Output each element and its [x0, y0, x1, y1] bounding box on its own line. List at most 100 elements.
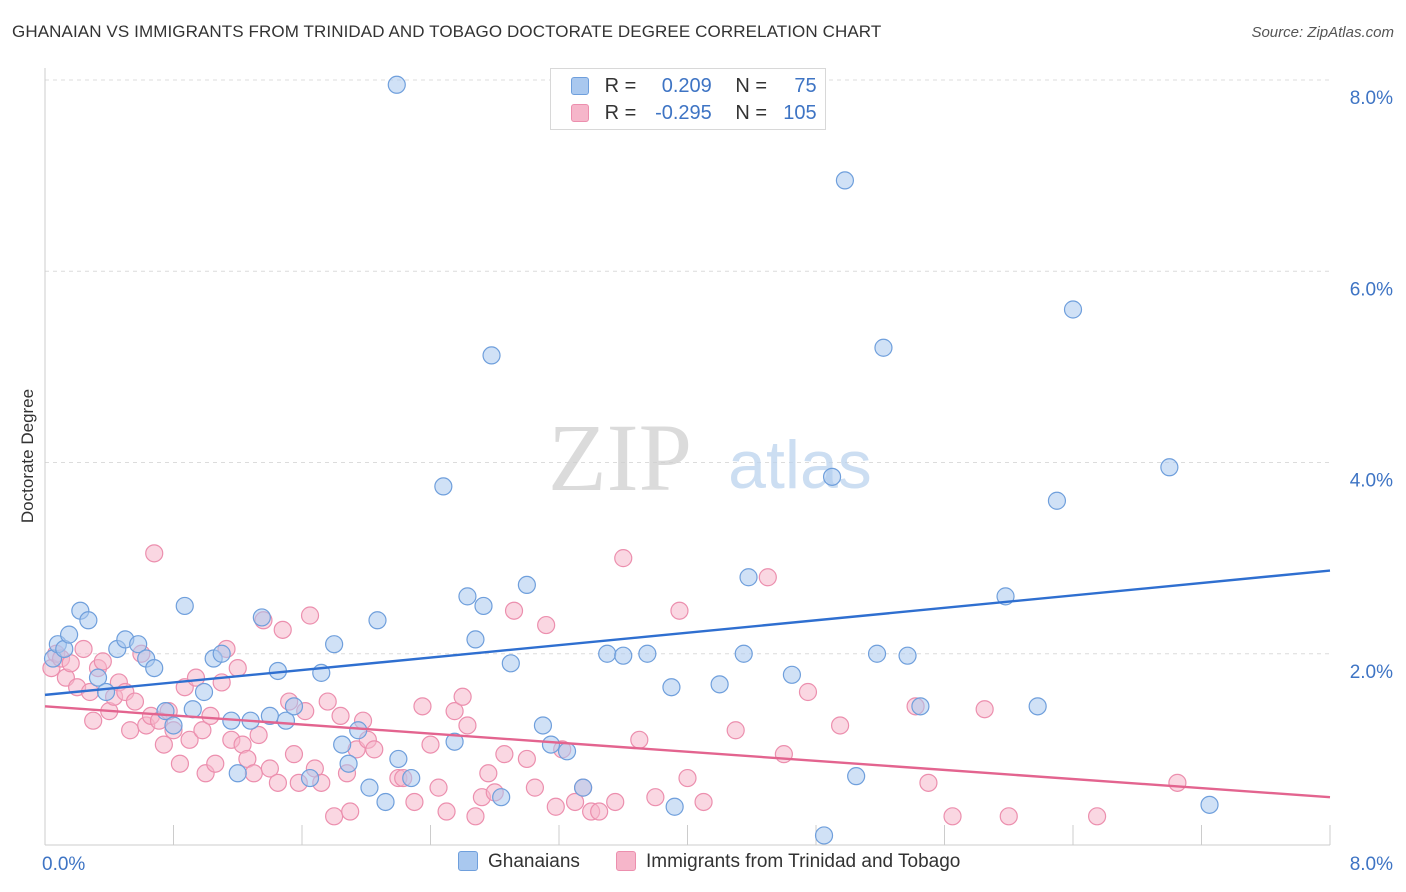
trinidad-point [74, 639, 93, 659]
ghanaian-point [782, 665, 802, 684]
ghanaian-point [734, 644, 753, 663]
legend-n-label: N = [735, 102, 768, 124]
ghanaian-trend-line [44, 569, 1331, 697]
ghanaian-point [541, 735, 561, 754]
bottom-legend-ghanaians: Ghanaians [458, 851, 580, 873]
ghanaian-point [434, 477, 453, 496]
ghanaian-point [212, 644, 231, 663]
bottom-legend-trinidad: Immigrants from Trinidad and Tobago [616, 851, 960, 873]
ghanaian-point [557, 742, 577, 761]
trinidad-point [453, 687, 472, 706]
y-tick-label: 6.0% [1350, 279, 1393, 300]
trinidad-point [228, 658, 247, 678]
trinidad-point [537, 615, 556, 635]
trinidad-point [206, 754, 225, 773]
ghanaian-point [662, 678, 681, 697]
trinidad-point [186, 668, 206, 687]
ghanaian-point [466, 630, 485, 649]
bottom-legend-swatch-pink [616, 851, 636, 871]
ghanaian-point [573, 778, 593, 797]
ghanaian-point [276, 711, 296, 730]
y-tick-label: 4.0% [1350, 471, 1393, 492]
trinidad-point [590, 802, 609, 821]
trinidad-point [325, 807, 344, 826]
ghanaian-point [59, 625, 79, 644]
trinidad-point [646, 788, 665, 807]
ghanaian-point [183, 700, 202, 719]
ghanaian-point [325, 635, 344, 654]
ghanaian-point [79, 611, 98, 630]
trinidad-point [93, 652, 112, 671]
trinidad-point [429, 778, 448, 797]
legend-r-label: R = [604, 75, 637, 97]
ghanaian-point [482, 346, 501, 365]
ghanaian-point [252, 608, 271, 627]
ghanaian-point [284, 697, 304, 716]
x-tick-label: 8.0% [1350, 854, 1393, 875]
y-tick-label: 8.0% [1350, 88, 1393, 109]
ghanaian-point [175, 596, 194, 616]
ghanaian-point [360, 778, 379, 797]
legend-n-value: 105 [783, 102, 817, 124]
trinidad-point [260, 759, 279, 778]
legend-row-ghanaians: R = 0.209 N = 75 [571, 75, 817, 101]
trinidad-point [546, 797, 565, 816]
trinidad-point [84, 711, 103, 730]
ghanaian-point [1160, 458, 1179, 477]
trinidad-point [943, 807, 962, 826]
ghanaian-point [194, 682, 214, 702]
trinidad-point [1087, 807, 1107, 826]
ghanaian-point [228, 764, 247, 783]
trinidad-point [1168, 773, 1187, 792]
ghanaian-point [339, 754, 358, 773]
ghanaian-point [638, 644, 657, 663]
trend-lines [44, 569, 1331, 799]
ghanaian-point [1063, 300, 1083, 319]
trinidad-point [170, 754, 190, 773]
ghanaian-point [814, 826, 834, 845]
trinidad-point [694, 792, 713, 812]
ghanaian-point [389, 749, 408, 769]
trinidad-point [830, 716, 850, 735]
trinidad-point [193, 721, 212, 740]
x-tick-label: 0.0% [42, 854, 85, 875]
ghanaian-point [474, 596, 493, 616]
trinidad-point [565, 792, 585, 812]
ghanaian-point [598, 644, 617, 663]
trinidad-point [630, 730, 649, 749]
trinidad-point [495, 745, 514, 764]
legend-swatch-pink [571, 104, 589, 122]
ghanaian-point [501, 654, 520, 673]
trinidad-point [284, 745, 304, 764]
trinidad-point [445, 702, 464, 721]
trinidad-point [614, 549, 633, 568]
trinidad-point [273, 620, 292, 639]
trinidad-point [479, 764, 498, 783]
trinidad-point [318, 692, 337, 711]
trinidad-point [413, 697, 432, 716]
ghanaian-point [517, 575, 536, 595]
legend-n-label: N = [735, 75, 768, 97]
ghanaian-point [164, 716, 183, 735]
trinidad-point [365, 740, 384, 759]
ghanaian-point [129, 635, 148, 654]
trinidad-point [678, 768, 697, 788]
grid-lines [45, 79, 1330, 655]
trinidad-point [331, 706, 350, 726]
ghanaian-point [402, 768, 421, 788]
ghanaian-point [710, 675, 729, 694]
y-axis-label: Doctorate Degree [18, 389, 37, 523]
trinidad-point [300, 606, 320, 625]
trinidad-trend-line [44, 705, 1331, 799]
trinidad-point [606, 792, 625, 812]
trinidad-point [268, 773, 288, 792]
axes [44, 68, 1331, 846]
ghanaian-point [96, 682, 116, 702]
ghanaian-point [1028, 697, 1047, 716]
ghanaian-point [739, 568, 758, 587]
ghanaian-point [145, 658, 164, 678]
legend-r-value: -0.295 [655, 102, 712, 124]
series-ghanaians-points [43, 75, 1219, 845]
legend-row-trinidad: R = -0.295 N = 105 [571, 102, 817, 128]
